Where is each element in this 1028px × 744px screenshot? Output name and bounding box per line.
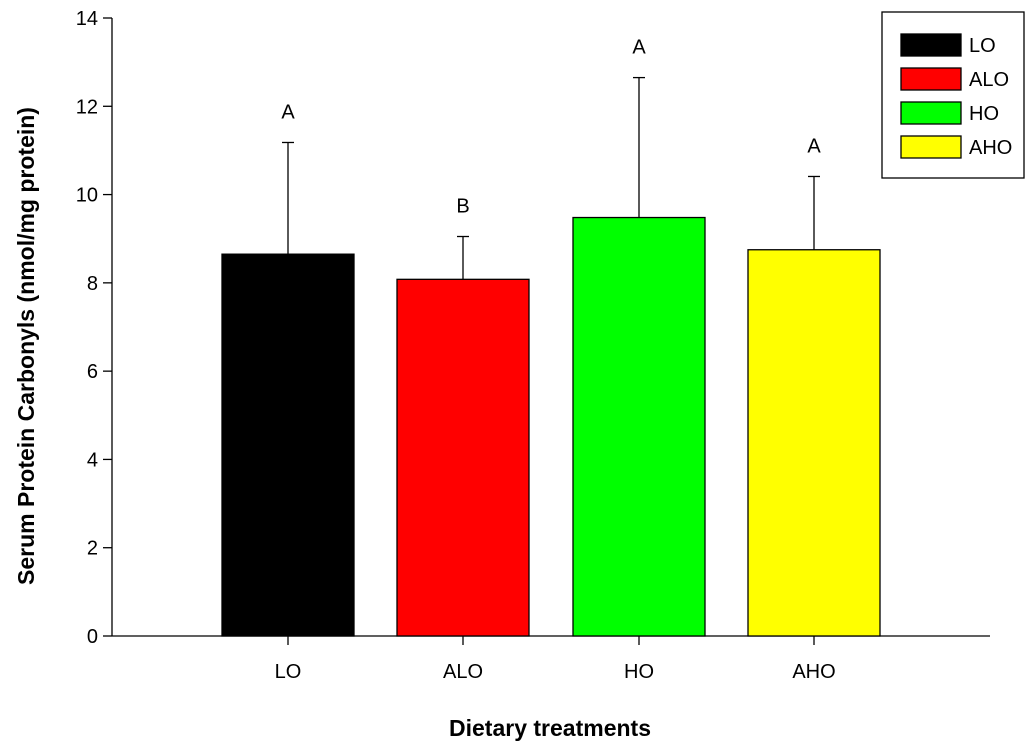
legend-label: AHO xyxy=(969,137,1012,159)
bar-LO xyxy=(221,253,355,637)
y-tick-label: 10 xyxy=(76,185,98,207)
bar-AHO xyxy=(747,249,881,637)
x-tick-label: ALO xyxy=(443,661,483,683)
y-tick-label: 6 xyxy=(87,361,98,383)
y-tick-label: 4 xyxy=(87,449,98,471)
y-tick-label: 8 xyxy=(87,273,98,295)
significance-letter: A xyxy=(281,101,295,123)
y-tick-label: 2 xyxy=(87,538,98,560)
legend-swatch-ALO xyxy=(900,67,962,91)
legend-swatch-LO xyxy=(900,33,962,57)
legend-label: ALO xyxy=(969,69,1009,91)
significance-letter: A xyxy=(807,135,821,157)
y-tick-label: 14 xyxy=(76,8,98,30)
significance-letter: A xyxy=(632,37,646,59)
x-tick-label: LO xyxy=(275,661,302,683)
y-axis-title: Serum Protein Carbonyls (nmol/mg protein… xyxy=(13,107,39,585)
legend-swatch-AHO xyxy=(900,135,962,159)
legend-label: HO xyxy=(969,103,999,125)
x-axis-title: Dietary treatments xyxy=(449,715,651,741)
legend: LO ALO HO AHO xyxy=(881,11,1025,179)
bar-ALO xyxy=(396,278,530,637)
significance-letter: B xyxy=(456,196,469,218)
plot-area: 0 2 4 6 8 10 12 14 LO A ALO B HO A AHO A xyxy=(76,8,990,683)
y-tick-label: 12 xyxy=(76,96,98,118)
x-tick-label: AHO xyxy=(792,661,835,683)
legend-label: LO xyxy=(969,35,996,57)
legend-swatch-HO xyxy=(900,101,962,125)
y-tick-label: 0 xyxy=(87,626,98,648)
x-tick-label: HO xyxy=(624,661,654,683)
bar-HO xyxy=(572,216,706,637)
